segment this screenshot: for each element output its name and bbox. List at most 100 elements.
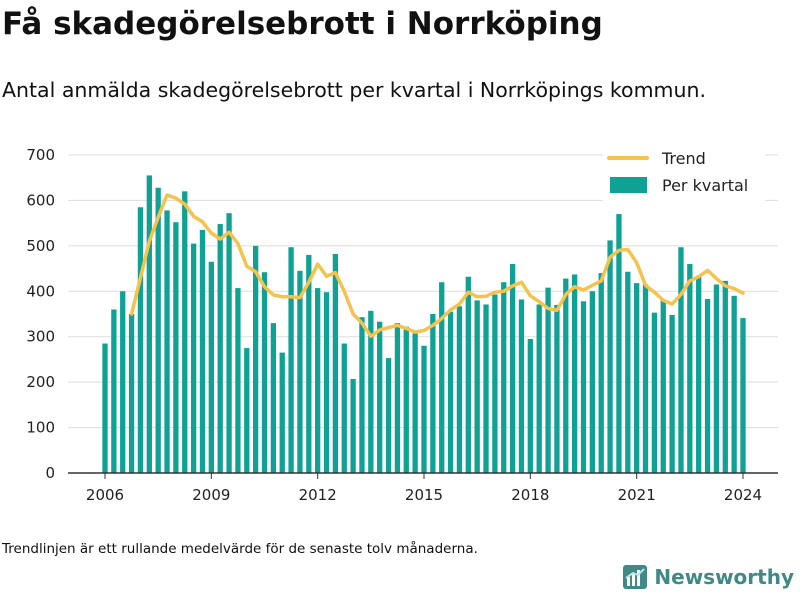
bar xyxy=(740,318,746,473)
x-tick-label: 2018 xyxy=(511,486,549,504)
legend-bar-label: Per kvartal xyxy=(662,176,748,195)
bar xyxy=(474,300,480,473)
bar xyxy=(332,254,339,473)
bar xyxy=(607,240,613,473)
bar xyxy=(704,299,711,473)
bar xyxy=(377,321,383,473)
bar xyxy=(465,276,471,473)
bar xyxy=(341,343,347,473)
bar xyxy=(731,295,737,473)
bar xyxy=(651,312,658,473)
bar xyxy=(492,294,498,473)
bar xyxy=(323,292,330,473)
bar xyxy=(696,275,702,473)
bar xyxy=(155,187,161,473)
bar xyxy=(660,300,666,473)
y-tick-label: 100 xyxy=(26,419,55,437)
x-tick-label: 2012 xyxy=(299,486,337,504)
bar xyxy=(385,358,392,473)
x-tick-label: 2015 xyxy=(405,486,443,504)
bar xyxy=(208,261,214,473)
bar xyxy=(430,314,436,473)
bar xyxy=(687,264,693,473)
y-tick-label: 600 xyxy=(26,191,55,209)
y-tick-label: 200 xyxy=(26,373,55,391)
bar xyxy=(412,333,418,473)
bar xyxy=(306,254,312,473)
bar xyxy=(261,272,268,473)
y-tick-label: 500 xyxy=(26,237,55,255)
bar xyxy=(359,317,365,473)
bar xyxy=(625,271,631,473)
bar xyxy=(678,247,684,473)
bar xyxy=(252,245,259,473)
bar xyxy=(199,229,206,473)
bar xyxy=(128,314,135,473)
bar xyxy=(439,282,445,473)
bar xyxy=(350,378,356,473)
bar xyxy=(509,264,516,473)
page-subtitle: Antal anmälda skadegörelsebrott per kvar… xyxy=(2,78,707,102)
legend-trend-label: Trend xyxy=(661,149,706,168)
bar xyxy=(403,326,409,473)
bar xyxy=(217,224,223,473)
bar xyxy=(102,343,108,473)
y-tick-label: 400 xyxy=(26,282,55,300)
bar xyxy=(226,213,232,473)
bar xyxy=(722,280,728,473)
bar xyxy=(669,314,675,473)
brand-name: Newsworthy xyxy=(654,565,794,589)
bar xyxy=(598,273,604,473)
legend-bar-swatch xyxy=(610,177,647,193)
bar xyxy=(190,243,197,473)
bar xyxy=(182,191,188,473)
bar xyxy=(173,222,179,473)
newsworthy-logo: Newsworthy xyxy=(622,564,794,590)
bar xyxy=(518,299,525,473)
y-tick-label: 0 xyxy=(45,464,55,482)
bar xyxy=(297,270,303,473)
y-axis-ticks: 0 100 200 300 400 500 600 700 xyxy=(26,146,55,482)
bar xyxy=(571,274,578,473)
x-tick-label: 2021 xyxy=(618,486,656,504)
bar xyxy=(368,310,374,473)
bar xyxy=(315,288,321,473)
bar xyxy=(111,309,117,473)
bar xyxy=(146,175,152,473)
bar xyxy=(447,311,454,473)
bar xyxy=(713,284,720,473)
y-tick-label: 300 xyxy=(26,328,55,346)
bar xyxy=(288,247,294,473)
bar xyxy=(634,283,640,473)
bar xyxy=(616,214,622,473)
bar xyxy=(137,207,144,473)
bar xyxy=(279,352,285,473)
bar xyxy=(527,338,533,473)
x-tick-label: 2009 xyxy=(192,486,230,504)
bar xyxy=(563,278,569,473)
page-title: Få skadegörelsebrott i Norrköping xyxy=(2,6,603,42)
bar xyxy=(235,288,241,473)
bar xyxy=(120,291,126,473)
bar xyxy=(270,323,277,473)
x-tick-label: 2006 xyxy=(86,486,124,504)
bar xyxy=(642,284,649,473)
bar xyxy=(554,304,560,473)
bar xyxy=(501,282,507,473)
y-tick-label: 700 xyxy=(26,146,55,164)
bar xyxy=(545,287,551,473)
footnote: Trendlinjen är ett rullande medelvärde f… xyxy=(2,541,478,557)
trend-line xyxy=(129,193,745,339)
bar xyxy=(536,304,542,473)
bar xyxy=(580,301,587,473)
bar xyxy=(483,304,489,473)
legend: Trend Per kvartal xyxy=(603,148,765,203)
newsworthy-logo-icon xyxy=(623,565,648,589)
bar xyxy=(456,306,463,473)
x-tick-label: 2024 xyxy=(724,486,762,504)
bar xyxy=(421,345,427,473)
bar xyxy=(589,291,596,473)
bar xyxy=(394,323,401,473)
x-axis-ticks: 2006 2009 2012 2015 2018 2021 2024 xyxy=(86,473,762,504)
